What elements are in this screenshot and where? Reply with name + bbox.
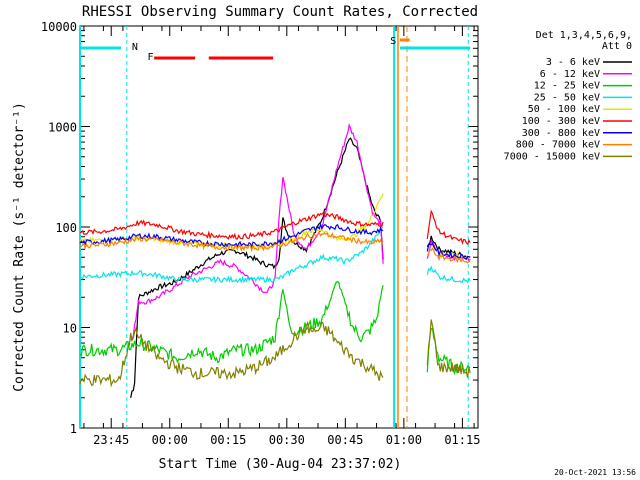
legend-header: Det 1,3,4,5,6,9, [536,30,632,41]
chart-title: RHESSI Observing Summary Count Rates, Co… [82,4,478,20]
legend-entry-label: 7000 - 15000 keV [504,151,600,162]
legend-entry-label: 12 - 25 keV [534,81,600,92]
x-tick-label: 01:00 [386,433,422,447]
x-tick-label: 00:45 [327,433,363,447]
series-line-3 [79,225,471,284]
y-tick-label: 1 [70,422,77,436]
series-line-6 [79,222,471,261]
x-tick-label: 00:30 [269,433,305,447]
night-marker-label: N [132,42,138,53]
legend-entry-label: 300 - 800 keV [522,128,600,139]
x-tick-label: 00:00 [152,433,188,447]
legend-entry-label: 100 - 300 keV [522,116,600,127]
legend-entry-label: 6 - 12 keV [540,69,600,80]
flare-flag-label: F [148,52,154,63]
render-timestamp: 20-Oct-2021 13:56 [554,468,636,477]
legend-header: Att 0 [602,41,632,52]
y-tick-label: 100 [55,221,77,235]
saa-marker-label: S [390,36,396,47]
y-tick-label: 10000 [41,20,77,34]
series-line-5 [79,209,471,246]
x-tick-label: 23:45 [93,433,129,447]
annotations: N S F [79,26,471,428]
y-axis-label: Corrected Count Rate (s⁻¹ detector⁻¹) [12,102,27,392]
series-lines [79,123,471,399]
legend-entry-label: 800 - 7000 keV [516,140,600,151]
legend-entry-label: 25 - 50 keV [534,92,600,103]
legend-entry-label: 50 - 100 keV [528,104,600,115]
y-tick-label: 1000 [48,121,77,135]
x-axis-label: Start Time (30-Aug-04 23:37:02) [159,457,402,472]
x-tick-label: 00:15 [210,433,246,447]
series-line-7 [79,231,471,264]
y-axis: 1 10 100 1000 10000 [41,20,478,436]
series-line-8 [79,319,471,388]
legend-entry-label: 3 - 6 keV [546,57,600,68]
x-tick-label: 01:15 [444,433,480,447]
x-axis: 23:45 00:00 00:15 00:30 00:45 01:00 01:15 [83,26,480,447]
series-line-4 [79,193,471,260]
y-tick-label: 10 [63,322,77,336]
